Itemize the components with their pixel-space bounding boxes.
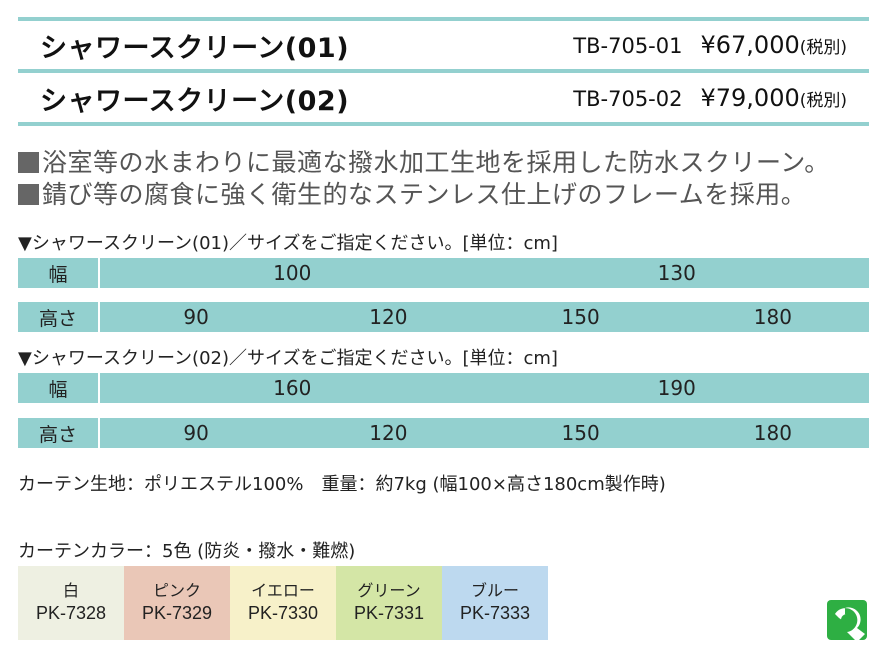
height-option[interactable]: 90 [183, 305, 209, 329]
product-price: ¥79,000 [700, 84, 800, 112]
product-price-block: TB-705-02 ¥79,000 (税別) [573, 84, 869, 112]
height-option[interactable]: 150 [561, 421, 600, 445]
size-table-caption-01: ▼シャワースクリーン(01)／サイズをご指定ください。[単位：cm] [18, 233, 558, 254]
product-row-02: シャワースクリーン(02) TB-705-02 ¥79,000 (税別) [18, 75, 869, 121]
swatch-yellow[interactable]: イエロー PK-7330 [230, 566, 336, 640]
height-label: 高さ [18, 418, 100, 448]
swatch-white[interactable]: 白 PK-7328 [18, 566, 124, 640]
swatch-blue[interactable]: ブルー PK-7333 [442, 566, 548, 640]
tax-note: (税別) [799, 91, 847, 111]
height-option[interactable]: 150 [561, 305, 600, 329]
height-option[interactable]: 90 [183, 421, 209, 445]
fabric-spec: カーテン生地：ポリエステル100% 重量：約7kg (幅100×高さ180cm製… [18, 474, 666, 495]
height-option[interactable]: 120 [369, 421, 408, 445]
product-price-block: TB-705-01 ¥67,000 (税別) [573, 31, 869, 59]
square-bullet-icon [18, 152, 39, 173]
width-option[interactable]: 100 [273, 261, 312, 285]
width-option[interactable]: 190 [657, 376, 696, 400]
size-table-02-height-row: 高さ 90 120 150 180 [18, 418, 869, 448]
divider-bottom [18, 122, 869, 126]
product-code: TB-705-02 [573, 87, 683, 111]
product-name: シャワースクリーン(02) [40, 85, 350, 117]
product-name: シャワースクリーン(01) [40, 32, 350, 64]
height-label: 高さ [18, 302, 100, 332]
width-option[interactable]: 130 [657, 261, 696, 285]
square-bullet-icon [18, 184, 39, 205]
height-option[interactable]: 120 [369, 305, 408, 329]
swatch-green[interactable]: グリーン PK-7331 [336, 566, 442, 640]
size-table-01-height-row: 高さ 90 120 150 180 [18, 302, 869, 332]
size-table-caption-02: ▼シャワースクリーン(02)／サイズをご指定ください。[単位：cm] [18, 348, 558, 369]
product-row-01: シャワースクリーン(01) TB-705-01 ¥67,000 (税別) [18, 22, 869, 68]
wrench-icon [827, 600, 867, 640]
color-swatches: 白 PK-7328 ピンク PK-7329 イエロー PK-7330 グリーン … [18, 566, 548, 640]
height-option[interactable]: 180 [753, 305, 792, 329]
width-label: 幅 [18, 258, 100, 288]
width-option[interactable]: 160 [273, 376, 312, 400]
product-code: TB-705-01 [573, 34, 683, 58]
tax-note: (税別) [799, 38, 847, 58]
size-table-01-width-row: 幅 100 130 [18, 258, 869, 288]
divider-top [18, 17, 869, 21]
swatch-pink[interactable]: ピンク PK-7329 [124, 566, 230, 640]
height-option[interactable]: 180 [753, 421, 792, 445]
feature-line-1: 浴室等の水まわりに最適な撥水加工生地を採用した防水スクリーン。 [18, 143, 830, 179]
product-price: ¥67,000 [700, 31, 800, 59]
feature-line-2: 錆び等の腐食に強く衛生的なステンレス仕上げのフレームを採用。 [18, 175, 806, 211]
size-table-02-width-row: 幅 160 190 [18, 373, 869, 403]
curtain-color-title: カーテンカラー：5色 (防炎・撥水・難燃) [18, 541, 356, 562]
divider-middle [18, 69, 869, 73]
width-label: 幅 [18, 373, 100, 403]
